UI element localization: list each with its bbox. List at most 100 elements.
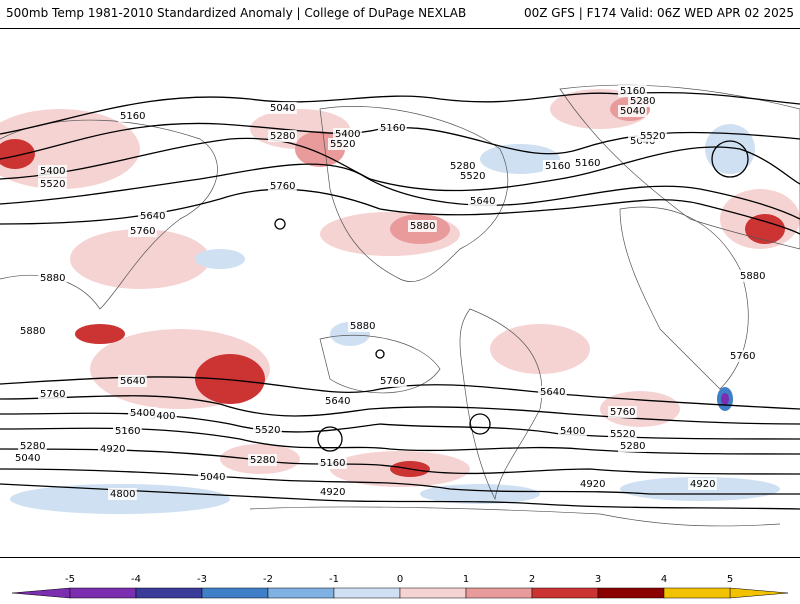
contour-label-bg: [38, 272, 67, 284]
colorbar-tick-label: -1: [329, 574, 339, 585]
contour-label: 5760: [380, 376, 405, 387]
colorbar-tick-label: -3: [197, 574, 207, 585]
contour-label: 5400: [560, 426, 585, 437]
contour-label: 5520: [640, 131, 665, 142]
colorbar-segment: [465, 587, 533, 599]
contour-label: 5400: [130, 408, 155, 419]
contour-label: 5160: [545, 161, 570, 172]
contour-label: 4920: [100, 444, 125, 455]
contour-label-bg: [618, 440, 647, 452]
contour-label: 5520: [330, 139, 355, 150]
contour-label-bg: [253, 424, 282, 436]
contour-label: 5040: [270, 103, 295, 114]
contour-label-bg: [543, 160, 572, 172]
model-run-info: 00Z GFS | F174 Valid: 06Z WED APR 02 202…: [523, 6, 794, 20]
contour-label-bg: [98, 443, 127, 455]
colorbar-svg: -5 -4 -3 -2 -1 0 1 2 3 4 5: [11, 574, 789, 599]
contour-label: 5040: [15, 453, 40, 464]
contour-label-bg: [378, 122, 407, 134]
contour-label-bg: [248, 454, 277, 466]
contour-label: 4920: [580, 479, 605, 490]
colorbar-segment: [135, 587, 203, 599]
contour-label-bg: [348, 320, 377, 332]
contour-label-bg: [268, 102, 297, 114]
contour-label-bg: [268, 180, 297, 192]
contour-label-bg: [638, 130, 667, 142]
contour-label: 5280: [620, 441, 645, 452]
colorbar-segment: [333, 587, 401, 599]
colorbar-tick-label: 1: [463, 574, 469, 585]
contour-label: 5880: [40, 273, 65, 284]
contour-label-bg: [128, 225, 157, 237]
colorbar-tick-label: -5: [65, 574, 75, 585]
contour-label: 5760: [40, 389, 65, 400]
contour-label-bg: [38, 388, 67, 400]
contour-label: 5280: [450, 161, 475, 172]
contour-label-bg: [128, 407, 157, 419]
map-title: 500mb Temp 1981-2010 Standardized Anomal…: [6, 6, 467, 20]
contour-label-bg: [448, 160, 477, 172]
height-contours: [0, 92, 800, 510]
contour-label-bg: [323, 395, 352, 407]
contour-label-bg: [328, 138, 357, 150]
colorbar-tick-label: 5: [727, 574, 733, 585]
contour-label-bg: [618, 85, 647, 97]
contour-label-bg: [728, 350, 757, 362]
contour-label-bg: [118, 375, 147, 387]
contour-label-bg: [738, 270, 767, 282]
contour-label: 5160: [115, 426, 140, 437]
contour-label: 4920: [320, 487, 345, 498]
contour-label-bg: [113, 425, 142, 437]
contour-label: 5280: [270, 131, 295, 142]
contour-label-bg: [18, 440, 47, 452]
colorbar-legend: -5 -4 -3 -2 -1 0 1 2 3 4 5: [0, 560, 800, 600]
contour-label-bg: [13, 452, 42, 464]
contour-labels: 5160528050405400552051605280552056405160…: [13, 85, 767, 500]
contour-label: 5160: [620, 86, 645, 97]
colorbar-segment: [201, 587, 269, 599]
contour-label-bg: [138, 210, 167, 222]
contour-label: 5400: [150, 411, 175, 422]
contour-label: 5880: [350, 321, 375, 332]
contour-label-bg: [558, 425, 587, 437]
contour-label-bg: [538, 386, 567, 398]
contour-label: 5880: [410, 221, 435, 232]
contour-label-bg: [408, 220, 437, 232]
contour-label: 5640: [540, 387, 565, 398]
contour-label: 5640: [325, 396, 350, 407]
contour-label-bg: [38, 165, 67, 177]
contour-label: 5400: [335, 129, 360, 140]
contour-label-bg: [318, 486, 347, 498]
contour-label: 5520: [610, 429, 635, 440]
map-canvas: 5160528050405400552051605280552056405160…: [0, 84, 800, 527]
contour-label: 5280: [250, 455, 275, 466]
contour-label-bg: [108, 488, 137, 500]
contour-label: 5160: [120, 111, 145, 122]
colorbar-tick-label: 4: [661, 574, 667, 585]
land-outlines: [0, 84, 800, 527]
contour-label: 5640: [470, 196, 495, 207]
contour-label-bg: [458, 170, 487, 182]
contour-label: 5160: [575, 158, 600, 169]
contour-label-bg: [573, 157, 602, 169]
colorbar-tick-label: -2: [263, 574, 273, 585]
contour-label: 5640: [120, 376, 145, 387]
contour-label-bg: [198, 471, 227, 483]
contour-label: 5880: [740, 271, 765, 282]
colorbar-tick-label: -4: [131, 574, 141, 585]
colorbar-segment: [69, 587, 137, 599]
contour-label: 5760: [730, 351, 755, 362]
contour-label-bg: [578, 478, 607, 490]
contour-label: 5760: [270, 181, 295, 192]
contour-label: 5520: [460, 171, 485, 182]
contour-label-bg: [468, 195, 497, 207]
contour-label-bg: [608, 428, 637, 440]
colorbar-segment: [399, 587, 467, 599]
contour-label: 5280: [630, 96, 655, 107]
contour-label: 5520: [40, 179, 65, 190]
contour-label: 4800: [110, 489, 135, 500]
contour-label: 5760: [130, 226, 155, 237]
contour-label: 4920: [690, 479, 715, 490]
contour-label: 5760: [610, 407, 635, 418]
contour-label: 5160: [320, 458, 345, 469]
